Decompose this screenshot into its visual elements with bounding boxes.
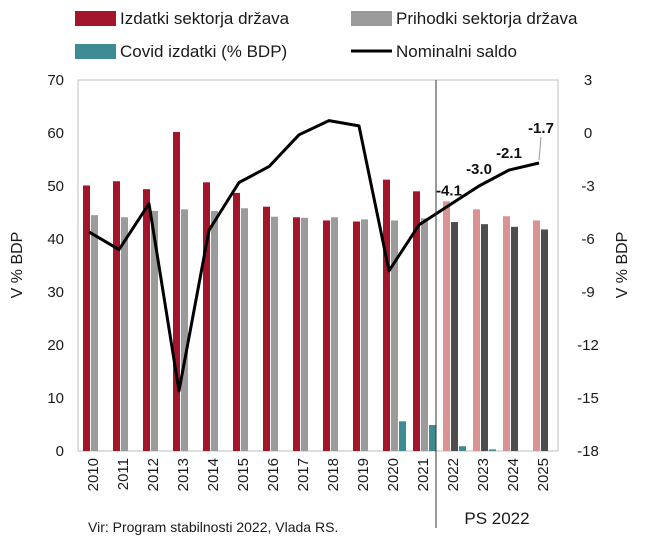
bar-prihodki-2018 (331, 217, 338, 451)
x-tick-2025: 2025 (535, 458, 552, 491)
data-labels: -4.1-3.0-2.1 -1.7 (436, 120, 554, 199)
bar-covid-2023 (489, 449, 496, 451)
right-axis-title: V % BDP (614, 232, 631, 299)
left-axis-ticks: 0 10 20 30 40 50 60 70 (47, 72, 64, 460)
saldo-label-2022: -4.1 (436, 182, 462, 199)
bar-covid-2021 (429, 425, 436, 451)
x-tick-2023: 2023 (475, 458, 492, 491)
bar-prihodki-2023 (481, 224, 488, 451)
bar-izdatki-2019 (353, 221, 360, 451)
left-tick-20: 20 (47, 337, 64, 354)
projection-label: PS 2022 (464, 509, 529, 528)
bar-izdatki-2012 (143, 189, 150, 451)
bar-prihodki-2019 (361, 219, 368, 451)
bar-izdatki-2010 (83, 185, 90, 451)
bar-prihodki-2011 (121, 217, 128, 451)
legend-label-izdatki: Izdatki sektorja država (120, 9, 290, 28)
bar-prihodki-2015 (241, 208, 248, 451)
legend-swatch-covid (75, 44, 116, 59)
bar-izdatki-2025 (533, 220, 540, 451)
left-tick-0: 0 (56, 443, 64, 460)
x-tick-2015: 2015 (235, 458, 252, 491)
bar-prihodki-2014 (211, 210, 218, 451)
bar-prihodki-2020 (391, 220, 398, 451)
legend: Izdatki sektorja država Prihodki sektorj… (75, 9, 578, 61)
bar-izdatki-2011 (113, 181, 120, 452)
saldo-label-2024: -2.1 (496, 145, 522, 162)
legend-label-saldo: Nominalni saldo (396, 42, 517, 61)
bar-prihodki-2012 (151, 210, 158, 451)
x-tick-2022: 2022 (445, 458, 462, 491)
right-axis-ticks: -18 -15 -12 -9 -6 -3 0 3 (577, 72, 599, 460)
bar-prihodki-2010 (91, 215, 98, 451)
saldo-label-leader (538, 136, 542, 161)
source-note: Vir: Program stabilnosti 2022, Vlada RS. (88, 519, 338, 535)
right-tick--3: -3 (581, 178, 594, 195)
left-tick-30: 30 (47, 284, 64, 301)
x-tick-2020: 2020 (385, 458, 402, 491)
left-tick-60: 60 (47, 125, 64, 142)
line-nominalni-saldo (88, 119, 540, 393)
x-tick-2017: 2017 (295, 458, 312, 491)
saldo-label-2025: -1.7 (528, 120, 554, 137)
left-axis-title: V % BDP (9, 232, 26, 299)
x-tick-2011: 2011 (115, 458, 132, 490)
legend-swatch-prihodki (351, 11, 392, 26)
bar-covid-2022 (459, 446, 466, 451)
bar-izdatki-2023 (473, 209, 480, 451)
x-tick-2016: 2016 (265, 458, 282, 491)
legend-swatch-izdatki (75, 11, 116, 26)
bar-prihodki-2021 (421, 218, 428, 451)
x-tick-2019: 2019 (355, 458, 372, 491)
line-layer (88, 119, 540, 393)
right-tick-3: 3 (584, 72, 592, 89)
x-tick-2013: 2013 (175, 458, 192, 491)
bar-izdatki-2018 (323, 220, 330, 451)
x-tick-2012: 2012 (145, 458, 162, 491)
bars (83, 131, 548, 452)
x-tick-2014: 2014 (205, 458, 222, 491)
right-tick--15: -15 (577, 390, 599, 407)
bar-prihodki-2017 (301, 217, 308, 451)
left-tick-70: 70 (47, 72, 64, 89)
x-tick-2010: 2010 (85, 458, 102, 491)
bar-izdatki-2024 (503, 216, 510, 451)
left-tick-50: 50 (47, 178, 64, 195)
bar-izdatki-2021 (413, 191, 420, 452)
left-tick-10: 10 (47, 390, 64, 407)
bar-prihodki-2022 (451, 222, 458, 451)
right-tick--12: -12 (577, 337, 599, 354)
left-tick-40: 40 (47, 231, 64, 248)
bar-izdatki-2016 (263, 206, 270, 451)
x-tick-2021: 2021 (415, 458, 432, 491)
bar-izdatki-2013 (173, 131, 180, 451)
bar-izdatki-2014 (203, 182, 210, 452)
x-tick-2018: 2018 (325, 458, 342, 491)
bar-izdatki-2017 (293, 217, 300, 451)
right-tick--9: -9 (581, 284, 594, 301)
bar-izdatki-2015 (233, 192, 240, 451)
legend-label-prihodki: Prihodki sektorja država (396, 9, 578, 28)
right-tick--18: -18 (577, 443, 599, 460)
right-tick--6: -6 (581, 231, 594, 248)
bar-covid-2020 (399, 421, 406, 451)
bar-prihodki-2024 (511, 226, 518, 451)
bar-prihodki-2025 (541, 229, 548, 451)
bar-izdatki-2020 (383, 179, 390, 451)
x-axis-ticks: 2010 2011 2012 2013 2014 2015 2016 2017 2018 2019… (85, 458, 552, 491)
saldo-label-2023: -3.0 (466, 161, 492, 178)
bar-prihodki-2016 (271, 216, 278, 451)
bar-prihodki-2013 (181, 209, 188, 451)
plot-frame (77, 79, 559, 452)
x-tick-2024: 2024 (505, 458, 522, 491)
right-tick-0: 0 (584, 125, 592, 142)
legend-label-covid: Covid izdatki (% BDP) (120, 42, 287, 61)
bar-izdatki-2022 (443, 201, 450, 451)
